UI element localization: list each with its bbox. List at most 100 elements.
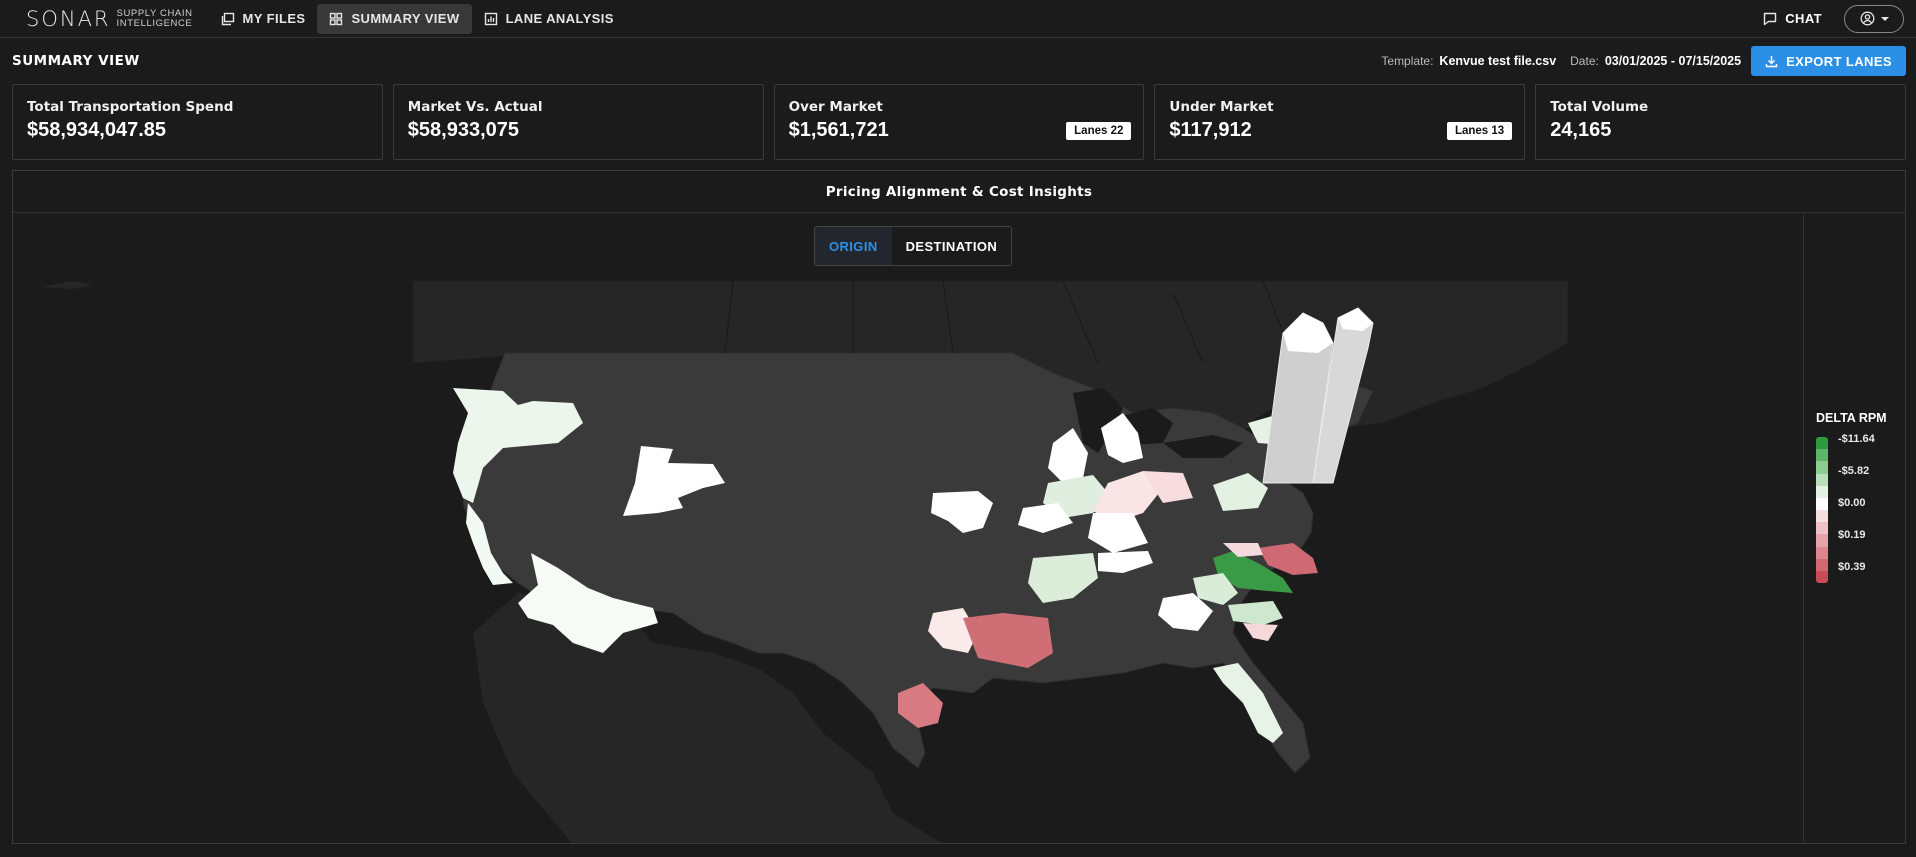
card-label: Total Transportation Spend [27, 99, 234, 115]
region-tennessee-east[interactable] [1098, 551, 1153, 573]
toggle-destination[interactable]: DESTINATION [905, 238, 998, 254]
region-charlotte-light[interactable] [1228, 601, 1283, 625]
card-total-volume: Total Volume 24,165 [1535, 84, 1906, 160]
logo-subtitle: SUPPLY CHAIN INTELLIGENCE [116, 7, 193, 29]
region-houston-red[interactable] [898, 683, 943, 728]
map-area[interactable]: ORIGIN DESTINATION [13, 213, 1804, 843]
legend-label-low: -$5.82 [1838, 465, 1870, 477]
alaska-fragment [41, 281, 93, 289]
region-sc-pink[interactable] [1243, 623, 1278, 641]
delta-rpm-legend: DELTA RPM -$11.64 -$5.82 $0.00 $0.19 $0.… [1804, 411, 1905, 583]
legend-swatch-3 [1816, 473, 1828, 486]
region-illinois-south[interactable] [1018, 503, 1073, 533]
legend-swatch-8 [1816, 534, 1828, 547]
card-value: $58,934,047.85 [27, 119, 167, 141]
legend-color-scale [1816, 437, 1828, 583]
region-norcal[interactable] [466, 503, 513, 585]
extruded-column-newengland-top[interactable] [1338, 308, 1373, 331]
date-range-value: 03/01/2025 - 07/15/2025 [1604, 54, 1742, 68]
us-choropleth-map[interactable] [13, 213, 1804, 843]
card-label: Over Market [788, 99, 883, 115]
download-icon [1765, 55, 1778, 67]
panel-title: Pricing Alignment & Cost Insights [13, 171, 1905, 213]
toggle-origin[interactable]: ORIGIN [815, 227, 892, 265]
legend-swatch-2 [1816, 461, 1828, 474]
region-chicago-area[interactable] [1048, 428, 1088, 483]
region-ohio-valley[interactable] [1093, 471, 1163, 523]
region-kentucky[interactable] [1088, 513, 1148, 553]
extruded-column-boston-top[interactable] [1283, 313, 1333, 353]
logo-subtitle-line2: INTELLIGENCE [116, 17, 193, 29]
under-market-lanes-badge[interactable]: Lanes 13 [1446, 122, 1513, 140]
legend-label-zero: $0.00 [1838, 497, 1866, 509]
card-under-market: Under Market $117,912 Lanes 13 [1154, 84, 1526, 160]
legend-swatch-7 [1816, 522, 1828, 535]
legend-label-high: $0.19 [1838, 529, 1866, 541]
card-value: $117,912 [1169, 119, 1252, 141]
caret-down-icon [1880, 16, 1889, 21]
legend-swatch-11 [1816, 570, 1828, 583]
nav-summary-view[interactable]: SUMMARY VIEW [317, 3, 472, 34]
top-navigation: SONAR SUPPLY CHAIN INTELLIGENCE MY FILES… [0, 0, 1916, 38]
region-carolina-red[interactable] [1258, 543, 1318, 575]
date-label: Date: [1570, 54, 1599, 68]
origin-destination-toggle: ORIGIN DESTINATION [814, 226, 1013, 266]
legend-body: -$11.64 -$5.82 $0.00 $0.19 $0.39 [1816, 429, 1905, 583]
grid-icon [330, 12, 343, 25]
pricing-alignment-panel: Pricing Alignment & Cost Insights ORIGIN… [12, 170, 1906, 844]
nav-lane-analysis[interactable]: LANE ANALYSIS [472, 4, 626, 34]
legend-swatch-1 [1816, 449, 1828, 462]
legend-title: DELTA RPM [1816, 411, 1887, 425]
nav-my-files[interactable]: MY FILES [209, 4, 318, 34]
template-label: Template: [1381, 54, 1434, 68]
legend-swatch-0 [1816, 437, 1828, 450]
card-value: 24,165 [1550, 119, 1612, 141]
region-tennessee-west[interactable] [1028, 553, 1098, 603]
chat-button[interactable]: CHAT [1749, 4, 1836, 34]
legend-swatch-10 [1816, 558, 1828, 571]
logo-wordmark: SONAR [26, 6, 111, 31]
sonar-logo[interactable]: SONAR SUPPLY CHAIN INTELLIGENCE [26, 7, 193, 31]
legend-label-max: $0.39 [1838, 561, 1866, 573]
chart-icon [484, 12, 497, 25]
card-label: Total Volume [1550, 99, 1649, 115]
export-lanes-label: EXPORT LANES [1786, 53, 1892, 69]
card-value: $58,933,075 [407, 119, 520, 141]
legend-swatch-5 [1816, 497, 1828, 511]
template-value: Kenvue test file.csv [1439, 54, 1557, 68]
region-piedmont-green[interactable] [1213, 551, 1293, 593]
logo-subtitle-line1: SUPPLY CHAIN [116, 7, 193, 19]
over-market-lanes-badge[interactable]: Lanes 22 [1066, 122, 1132, 140]
card-over-market: Over Market $1,561,721 Lanes 22 [773, 84, 1145, 160]
canada-border-lines [724, 280, 1304, 384]
user-menu-button[interactable] [1844, 4, 1904, 33]
region-atlanta[interactable] [1158, 593, 1213, 631]
card-total-transportation-spend: Total Transportation Spend $58,934,047.8… [12, 84, 383, 160]
template-meta: Template: Kenvue test file.csv Date: 03/… [1381, 54, 1749, 68]
card-value: $1,561,721 [788, 119, 889, 141]
legend-swatch-4 [1816, 485, 1828, 498]
nav-summary-view-label: SUMMARY VIEW [351, 11, 460, 26]
region-utah[interactable] [623, 446, 725, 516]
card-market-vs-actual: Market Vs. Actual $58,933,075 [392, 84, 764, 160]
region-pacific-northwest[interactable] [453, 388, 583, 503]
region-pittsburgh[interactable] [1143, 471, 1193, 503]
nav-my-files-label: MY FILES [242, 11, 306, 26]
legend-swatch-9 [1816, 546, 1828, 559]
region-detroit-ohio[interactable] [1101, 413, 1143, 463]
region-virginia-east[interactable] [1213, 473, 1268, 511]
nav-lane-analysis-label: LANE ANALYSIS [505, 11, 614, 26]
files-icon [221, 12, 234, 25]
region-socal[interactable] [518, 553, 658, 653]
stat-cards: Total Transportation Spend $58,934,047.8… [0, 84, 1916, 160]
region-east-tn-green[interactable] [1193, 573, 1238, 605]
page-title: SUMMARY VIEW [12, 53, 140, 69]
card-label: Market Vs. Actual [407, 99, 543, 115]
card-label: Under Market [1169, 99, 1274, 115]
region-kansas-city[interactable] [931, 491, 993, 533]
summary-header: SUMMARY VIEW Template: Kenvue test file.… [0, 38, 1916, 84]
region-virginia-pink[interactable] [1223, 543, 1263, 557]
export-lanes-button[interactable]: EXPORT LANES [1751, 46, 1906, 76]
region-florida[interactable] [1213, 663, 1283, 743]
region-louisiana-red[interactable] [963, 613, 1053, 668]
